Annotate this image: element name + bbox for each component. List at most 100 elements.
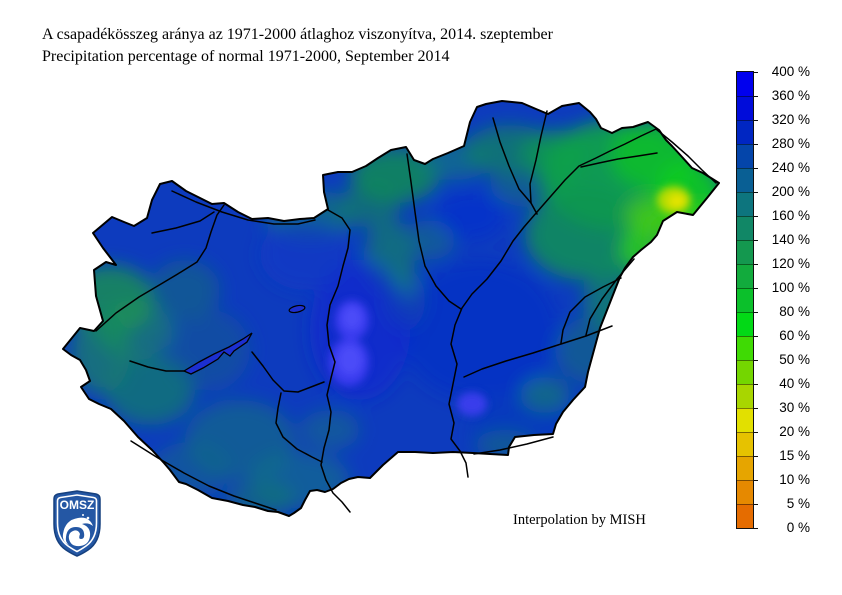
legend-band [737, 288, 753, 312]
legend-band-separator [737, 456, 753, 457]
legend-tick [753, 72, 758, 73]
legend-tick-label: 50 % [779, 352, 810, 367]
river-hernad [529, 110, 548, 215]
legend-band [737, 264, 753, 288]
lake-velence [288, 304, 306, 314]
river-koros-branch-2 [560, 277, 622, 344]
title-english: Precipitation percentage of normal 1971-… [42, 48, 450, 65]
legend-band [737, 168, 753, 192]
legend-band-separator [737, 216, 753, 217]
figure-titles: A csapadékösszeg aránya az 1971-2000 átl… [42, 24, 553, 68]
legend-tick-label: 20 % [779, 424, 810, 439]
legend-tick [753, 432, 758, 433]
legend-band-separator [737, 144, 753, 145]
river-danube [320, 209, 351, 513]
legend-band-separator [737, 240, 753, 241]
legend-band-separator [737, 432, 753, 433]
legend-tick [753, 528, 758, 529]
legend-tick-label: 120 % [771, 256, 810, 271]
legend-tick [753, 480, 758, 481]
legend-tick-label: 200 % [771, 184, 810, 199]
legend-tick-label: 60 % [779, 328, 810, 343]
legend-tick-label: 140 % [771, 232, 810, 247]
legend-tick-label: 10 % [779, 472, 810, 487]
legend-tick-label: 40 % [779, 376, 810, 391]
legend-tick-label: 280 % [771, 136, 810, 151]
legend-colorbar [736, 71, 754, 529]
legend-tick-label: 5 % [786, 496, 810, 511]
legend-band-separator [737, 288, 753, 289]
legend-tick [753, 120, 758, 121]
legend-tick-label: 0 % [786, 520, 810, 535]
legend-tick-label: 400 % [771, 64, 810, 79]
legend-tick [753, 192, 758, 193]
legend-band-separator [737, 120, 753, 121]
river-mosoni-duna [171, 190, 316, 225]
legend-band-separator [737, 192, 753, 193]
rivers [95, 110, 717, 513]
legend-tick [753, 240, 758, 241]
river-zala [129, 360, 185, 372]
river-drava [130, 440, 277, 511]
river-rabca [151, 211, 215, 234]
legend-band-separator [737, 168, 753, 169]
legend-band [737, 216, 753, 240]
river-bodrog [580, 152, 658, 168]
legend-band [737, 408, 753, 432]
legend-band-separator [737, 336, 753, 337]
river-koros-branch [585, 258, 635, 336]
legend-band [737, 144, 753, 168]
legend-band-separator [737, 480, 753, 481]
river-koros [463, 325, 613, 378]
omsz-logo: OMSZ [53, 490, 101, 557]
legend-band-separator [737, 360, 753, 361]
river-sajo [492, 117, 532, 204]
interpolated-precipitation-field [63, 101, 719, 516]
legend-tick [753, 168, 758, 169]
legend-band [737, 360, 753, 384]
legend-band [737, 480, 753, 504]
legend-tick [753, 360, 758, 361]
lake-balaton [182, 332, 253, 375]
attribution-text: Interpolation by MISH [513, 512, 646, 528]
legend-tick-label: 360 % [771, 88, 810, 103]
river-sio [251, 351, 325, 393]
legend-band-separator [737, 96, 753, 97]
river-raba [95, 204, 225, 332]
legend-band [737, 96, 753, 120]
legend-band-separator [737, 504, 753, 505]
legend-band [737, 432, 753, 456]
legend-tick [753, 408, 758, 409]
legend-band-separator [737, 384, 753, 385]
legend-tick-label: 320 % [771, 112, 810, 127]
river-maros [473, 436, 554, 455]
legend-band [737, 336, 753, 360]
lakes [182, 304, 306, 375]
legend: 400 % 360 % 320 % 280 % 240 % 200 % 160 % 140 %… [736, 64, 842, 535]
river-tisza [448, 128, 717, 478]
legend-band [737, 504, 753, 528]
legend-tick [753, 504, 758, 505]
river-sarviz [275, 392, 323, 463]
legend-tick [753, 216, 758, 217]
legend-tick [753, 336, 758, 337]
legend-band [737, 120, 753, 144]
legend-tick-label: 80 % [779, 304, 810, 319]
legend-band [737, 456, 753, 480]
hungary-border [62, 100, 720, 517]
legend-tick [753, 288, 758, 289]
legend-band [737, 384, 753, 408]
legend-band-separator [737, 264, 753, 265]
logo-text: OMSZ [60, 498, 95, 512]
legend-band [737, 312, 753, 336]
legend-tick-label: 240 % [771, 160, 810, 175]
legend-tick [753, 456, 758, 457]
legend-tick-label: 15 % [779, 448, 810, 463]
legend-band [737, 72, 753, 96]
river-zagyva [406, 153, 462, 310]
legend-tick-label: 30 % [779, 400, 810, 415]
legend-tick [753, 144, 758, 145]
legend-tick [753, 312, 758, 313]
legend-band [737, 240, 753, 264]
